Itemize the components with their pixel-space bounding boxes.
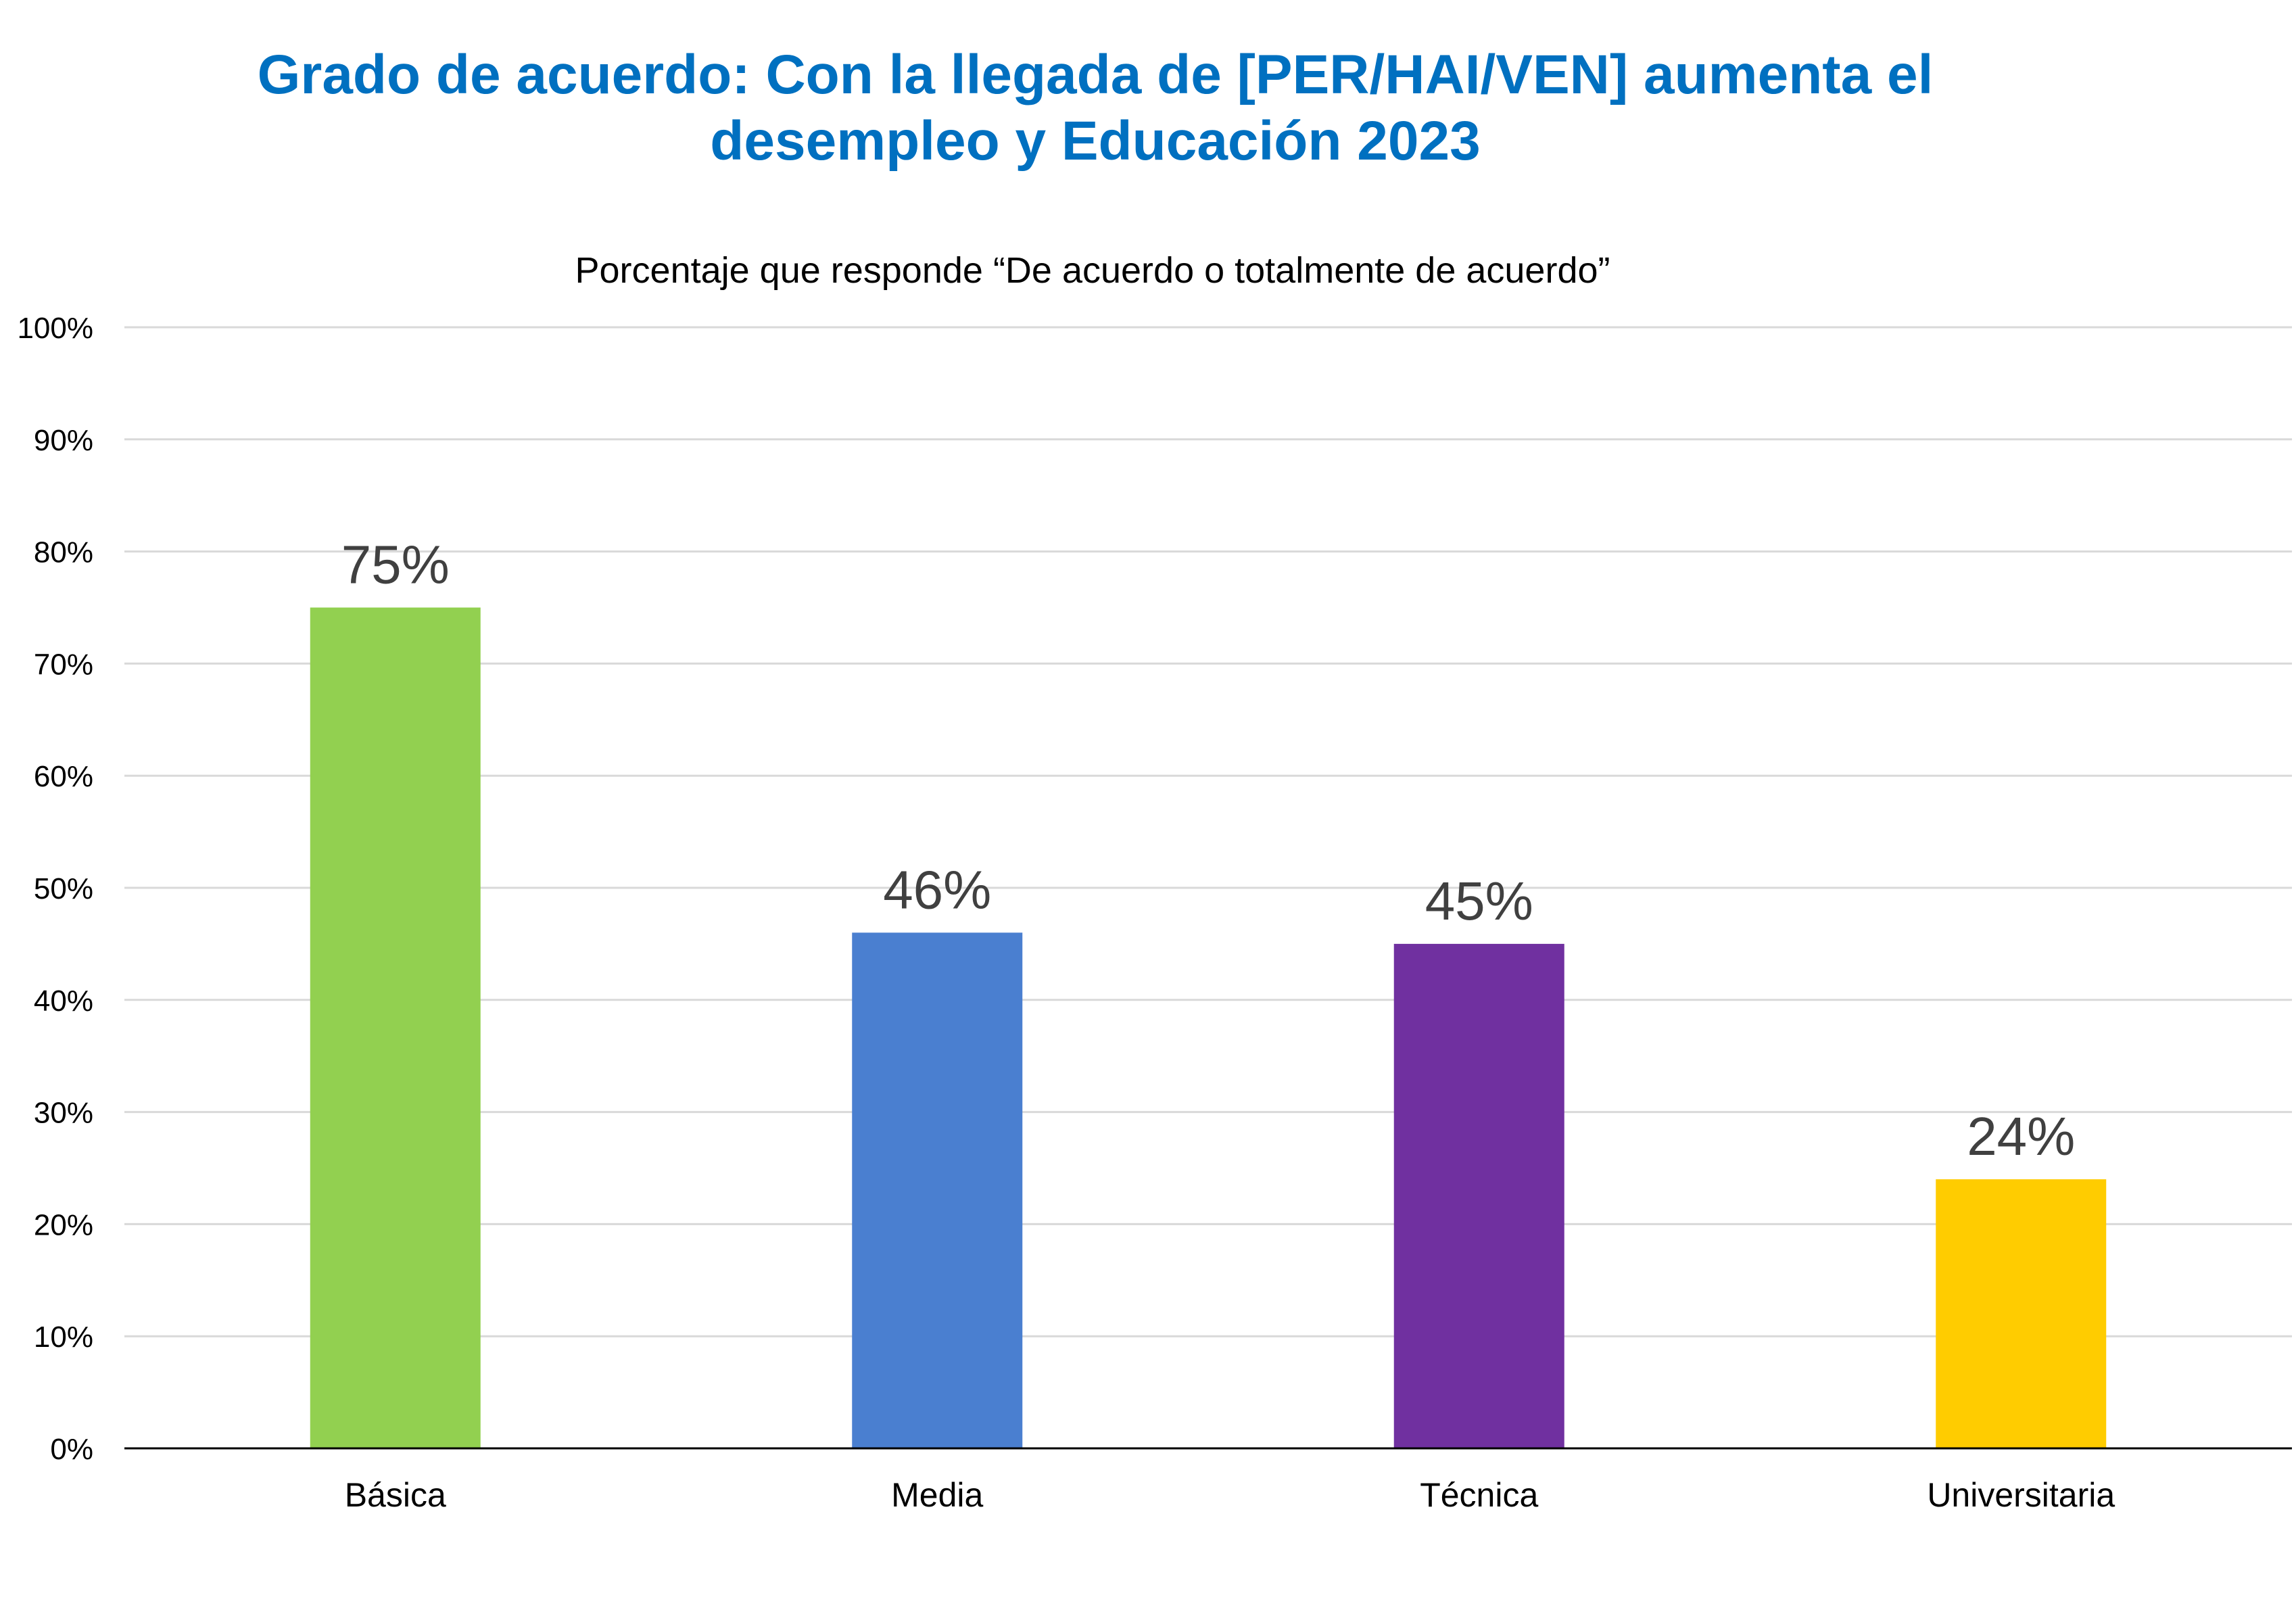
bar-tecnica [1393, 943, 1564, 1448]
chart-title-line-1: Grado de acuerdo: Con la llegada de [PER… [257, 44, 1934, 105]
chart-subtitle: Porcentaje que responde “De acuerdo o to… [575, 250, 1610, 291]
y-tick-label: 60% [34, 760, 93, 793]
data-label: 45% [1425, 871, 1533, 931]
chart-title-line-2: desempleo y Educación 2023 [710, 110, 1481, 172]
bar-media [852, 932, 1023, 1448]
data-label: 75% [341, 535, 450, 595]
bar-universitaria [1936, 1179, 2107, 1448]
gridlines [124, 326, 2292, 1337]
category-label: Universitaria [1927, 1476, 2115, 1514]
x-axis-category-labels: Básica Media Técnica Universitaria [345, 1476, 2115, 1514]
y-axis-tick-labels: 0% 10% 20% 30% 40% 50% 60% 70% 80% 90% 100% [17, 312, 93, 1466]
y-tick-label: 20% [34, 1208, 93, 1241]
y-tick-label: 100% [17, 312, 93, 345]
y-tick-label: 40% [34, 984, 93, 1018]
category-label: Básica [345, 1476, 446, 1514]
y-tick-label: 70% [34, 648, 93, 681]
y-tick-label: 10% [34, 1321, 93, 1354]
y-tick-label: 0% [50, 1433, 93, 1466]
data-label: 46% [883, 859, 991, 920]
y-tick-label: 30% [34, 1097, 93, 1130]
y-tick-label: 80% [34, 536, 93, 569]
category-label: Técnica [1420, 1476, 1538, 1514]
bars [310, 607, 2107, 1448]
chart-title: Grado de acuerdo: Con la llegada de [PER… [0, 42, 2191, 175]
bar-basica [310, 607, 481, 1448]
y-tick-label: 90% [34, 424, 93, 457]
y-tick-label: 50% [34, 872, 93, 905]
data-labels: 75% 46% 45% 24% [341, 535, 2076, 1167]
category-label: Media [891, 1476, 983, 1514]
data-label: 24% [1967, 1106, 2075, 1166]
